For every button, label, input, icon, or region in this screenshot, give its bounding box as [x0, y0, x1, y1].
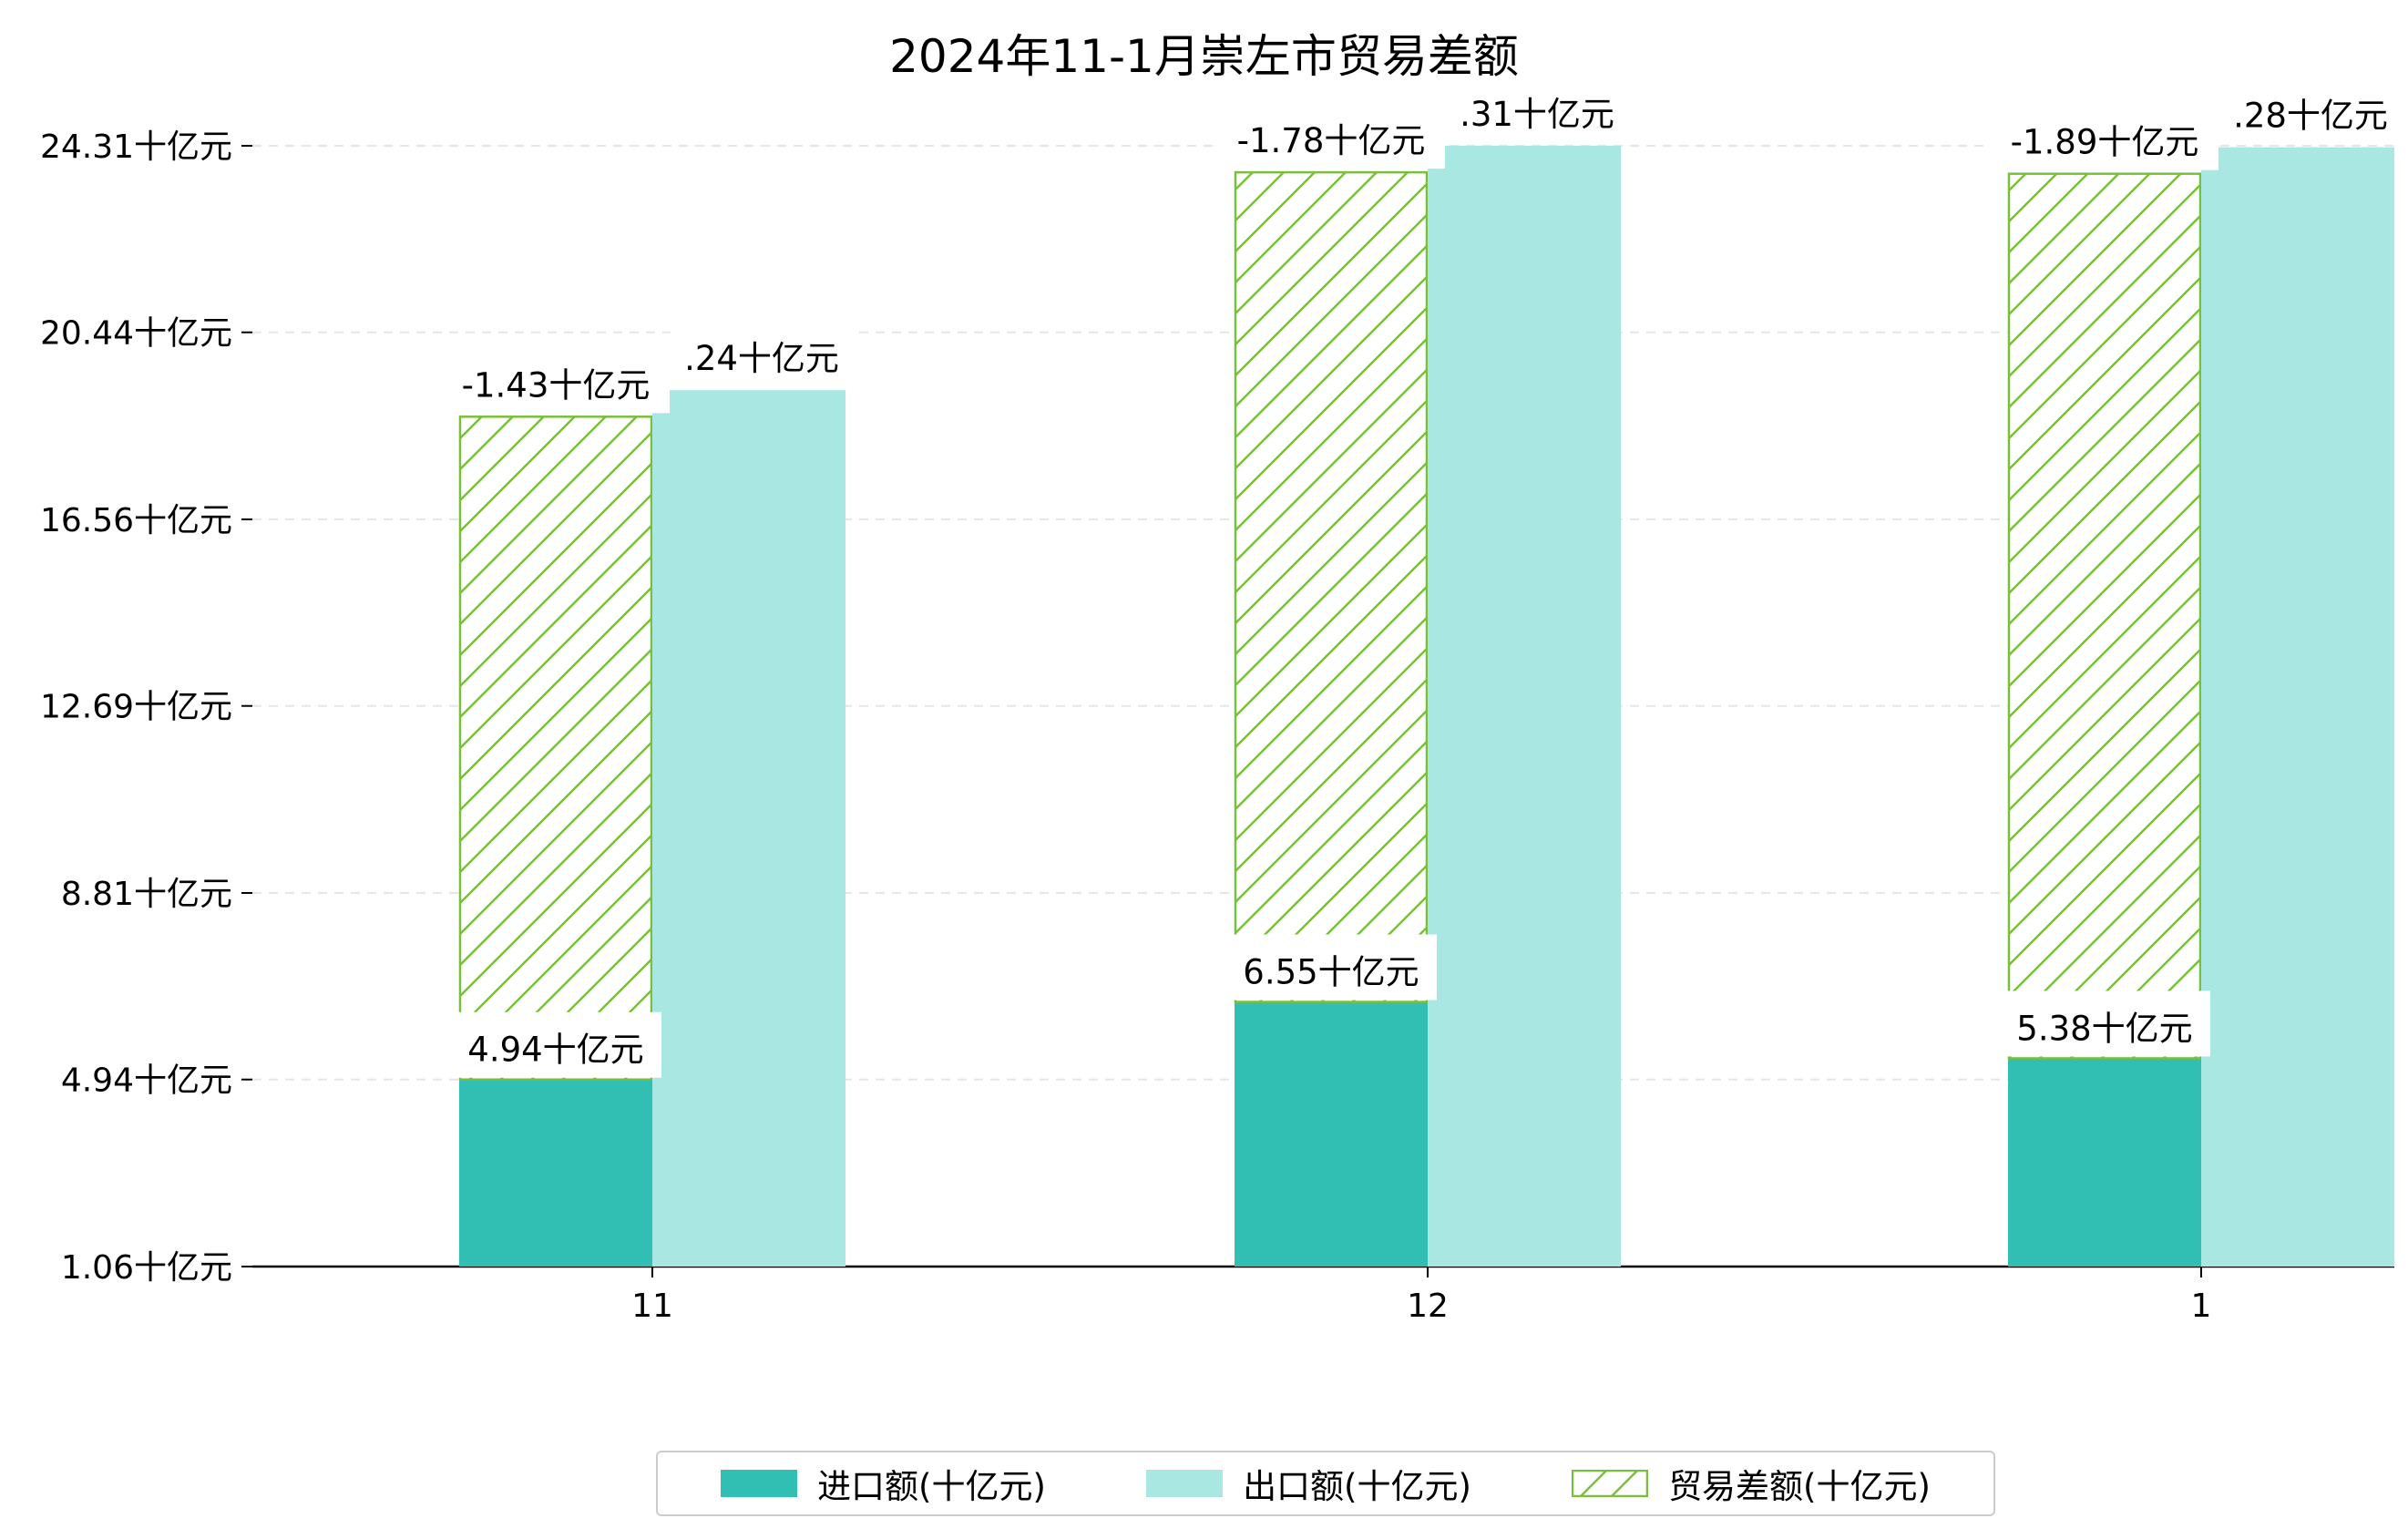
- data-labels: .24十亿元 -1.43十亿元 4.94十亿元 .31十亿元 -1.78十亿元 6.55十…: [442, 77, 2402, 1078]
- x-tick-label: 1: [2191, 1288, 2212, 1325]
- y-tick-label: 4.94十亿元: [61, 1062, 232, 1100]
- import-data-label: 6.55十亿元: [1225, 934, 1437, 1000]
- balance-bar: [458, 416, 653, 1081]
- y-tick-label: 8.81十亿元: [61, 876, 232, 913]
- y-tick-label: 1.06十亿元: [61, 1249, 232, 1287]
- import-data-label-text: 5.38十亿元: [2016, 1009, 2192, 1048]
- export-data-label-box: [671, 321, 853, 387]
- import-data-label-box: [1999, 990, 2210, 1057]
- legend-swatch-balance: [1572, 1470, 1649, 1497]
- import-bar: [1235, 1001, 1428, 1267]
- legend-label-export: 出口额(十亿元): [1243, 1467, 1471, 1506]
- export-data-label-text: .28十亿元: [2233, 97, 2388, 136]
- x-tick-label: 12: [1407, 1288, 1449, 1325]
- export-bar: [652, 390, 845, 1267]
- balance-data-label-box: [442, 347, 670, 414]
- balance-bar: [1234, 170, 1429, 1003]
- x-tick-label: 11: [631, 1288, 673, 1325]
- export-data-label-text: .31十亿元: [1460, 95, 1614, 134]
- balance-data-label: -1.78十亿元: [1217, 103, 1445, 169]
- export-data-label-box: [1446, 77, 1628, 142]
- legend-item-balance: 贸易差额(十亿元): [1572, 1459, 1931, 1508]
- balance-data-label: -1.89十亿元: [1991, 104, 2218, 170]
- import-data-label: 5.38十亿元: [1999, 990, 2210, 1057]
- export-bar: [2201, 147, 2394, 1267]
- legend-label-balance: 贸易差额(十亿元): [1668, 1467, 1931, 1506]
- legend-item-import: 进口额(十亿元): [721, 1459, 1046, 1508]
- export-data-label-box: [2219, 77, 2402, 144]
- y-tick-label: 20.44十亿元: [40, 315, 232, 353]
- export-bar: [1428, 146, 1621, 1267]
- import-data-label-text: 6.55十亿元: [1243, 953, 1419, 992]
- balance-data-label-text: -1.78十亿元: [1237, 121, 1426, 160]
- chart-title: 2024年11-1月崇左市贸易差额: [889, 30, 1519, 83]
- legend: 进口额(十亿元) 出口额(十亿元) 贸易差额(十亿元): [656, 1451, 1995, 1516]
- export-data-label-text: .24十亿元: [684, 339, 839, 378]
- balance-data-label-box: [1217, 103, 1445, 169]
- balance-data-label: -1.43十亿元: [442, 347, 670, 414]
- y-tick-label: 12.69十亿元: [40, 689, 232, 726]
- import-data-label-box: [450, 1011, 661, 1078]
- import-bar: [2008, 1058, 2201, 1267]
- legend-swatch-import: [721, 1470, 798, 1497]
- import-data-label-box: [1225, 934, 1437, 1000]
- import-data-label: 4.94十亿元: [450, 1011, 661, 1078]
- balance-data-label-text: -1.89十亿元: [2011, 123, 2199, 162]
- balance-data-label-text: -1.43十亿元: [462, 365, 651, 405]
- balance-bar: [2007, 172, 2202, 1060]
- y-tick-label: 16.56十亿元: [40, 502, 232, 539]
- export-data-label: .31十亿元: [1446, 77, 1628, 142]
- y-tick-label: 24.31十亿元: [40, 128, 232, 166]
- import-bar: [459, 1079, 652, 1267]
- bars: [458, 146, 2394, 1267]
- legend-item-export: 出口额(十亿元): [1146, 1459, 1471, 1508]
- import-data-label-text: 4.94十亿元: [467, 1031, 643, 1070]
- legend-swatch-export: [1146, 1470, 1224, 1497]
- balance-data-label-box: [1991, 104, 2218, 170]
- legend-label-import: 进口额(十亿元): [817, 1467, 1046, 1506]
- export-data-label: .24十亿元: [671, 321, 853, 387]
- export-data-label: .28十亿元: [2219, 77, 2402, 144]
